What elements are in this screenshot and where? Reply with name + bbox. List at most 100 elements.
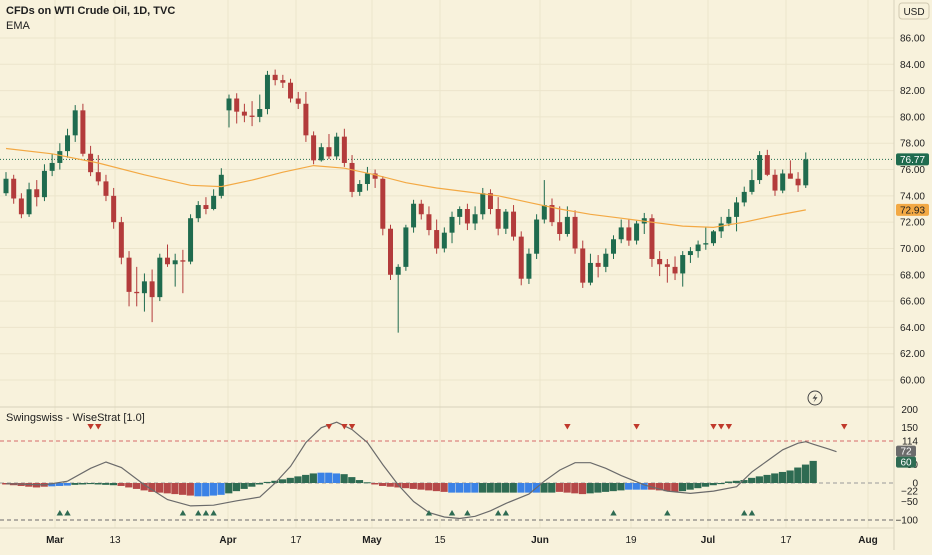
oscillator-tick-label: 0 (912, 479, 918, 490)
buy-signal-marker (748, 510, 756, 516)
last-price-badge (896, 153, 929, 166)
candle-body (395, 266, 401, 275)
histogram-bar (640, 483, 648, 490)
price-tick-label: 74.00 (900, 191, 925, 202)
candle-body (164, 257, 170, 265)
price-tick-label: 66.00 (900, 297, 925, 308)
histogram-bar (271, 480, 279, 483)
candle-body (141, 281, 147, 294)
candle-body (487, 193, 493, 209)
histogram-bar (55, 483, 64, 486)
histogram-bar (625, 483, 633, 490)
histogram-bar (179, 483, 187, 495)
histogram-bar (571, 483, 579, 494)
histogram-bar (801, 464, 810, 483)
time-tick-label: Aug (858, 535, 877, 546)
candle-body (441, 232, 447, 249)
histogram-bar (425, 483, 433, 491)
candle-body (664, 264, 670, 267)
candle-body (626, 227, 632, 241)
candle-body (188, 218, 194, 262)
candle-body (226, 98, 232, 111)
candle-body (534, 219, 540, 254)
candle-body (303, 103, 309, 136)
histogram-bar (225, 483, 233, 494)
histogram-bar (71, 483, 79, 485)
candle-body (211, 195, 217, 209)
oscillator-title[interactable]: Swingswiss - WiseStrat [1.0] (6, 412, 145, 424)
histogram-bar (525, 483, 533, 493)
histogram-bar (278, 479, 287, 483)
buy-signal-marker (494, 510, 502, 516)
candle-body (364, 173, 370, 185)
histogram-bar (540, 483, 548, 493)
candle-body (687, 251, 693, 256)
histogram-bar (471, 483, 479, 493)
candle-body (95, 172, 101, 182)
candle-body (672, 266, 678, 274)
candle-body (757, 155, 763, 181)
candle-body (26, 189, 32, 215)
histogram-bar (202, 483, 210, 497)
time-tick-label: May (362, 535, 382, 546)
candle-body (587, 262, 593, 283)
histogram-bar (409, 483, 417, 489)
histogram-bar (294, 476, 302, 483)
currency-label: USD (903, 7, 924, 18)
candle-body (80, 110, 86, 154)
time-tick-label: Jul (701, 535, 716, 546)
candle-body (680, 255, 686, 274)
candle-body (710, 231, 716, 244)
buy-signal-marker (56, 510, 64, 516)
lightning-icon[interactable] (807, 390, 823, 406)
ema-badge-text: 72.93 (900, 205, 925, 216)
candle-body (372, 173, 378, 179)
histogram-bar (217, 483, 225, 495)
ema-indicator-label[interactable]: EMA (6, 20, 31, 32)
candle-body (564, 216, 570, 234)
histogram-bar (402, 483, 410, 489)
time-axis[interactable]: Mar 13 Apr 17 May 15 Jun 19 Jul 17 Aug (46, 535, 878, 546)
candle-body (203, 205, 209, 209)
candle-body (34, 189, 40, 198)
ema-line (5, 147, 806, 229)
histogram-bar (717, 483, 725, 485)
histogram-bar (555, 483, 564, 492)
buy-signal-marker (502, 510, 510, 516)
sell-signal-marker (710, 424, 717, 430)
candle-body (549, 205, 555, 223)
histogram-bar (132, 483, 141, 489)
candle-body (57, 151, 63, 163)
symbol-title[interactable]: CFDs on WTI Crude Oil, 1D, TVC (6, 5, 175, 17)
candle-body (88, 153, 94, 173)
candle-body (618, 227, 624, 240)
candle-body (726, 216, 732, 224)
histogram-bar (678, 483, 687, 492)
price-axis[interactable]: 60.00 62.00 64.00 66.00 68.00 70.00 72.00 74.00… (900, 34, 925, 387)
price-tick-label: 64.00 (900, 323, 925, 334)
histogram-bar (163, 483, 171, 494)
candle-body (272, 74, 278, 81)
candle-body (464, 209, 470, 224)
candle-body (295, 98, 301, 104)
candle-body (157, 257, 163, 298)
candle-body (511, 211, 517, 237)
histogram-bar (140, 483, 148, 491)
currency-button[interactable] (898, 2, 930, 20)
histogram-bar (263, 481, 271, 483)
time-tick-label: Mar (46, 535, 64, 546)
histogram-bar (732, 480, 740, 483)
osc-line-badge (896, 445, 916, 457)
histogram-bar (748, 477, 756, 483)
histogram-bar (363, 482, 371, 484)
sell-signal-marker (325, 424, 333, 430)
last-price-badge-text: 76.77 (900, 155, 925, 166)
sell-signal-marker (87, 424, 94, 430)
sell-signal-marker (633, 424, 640, 430)
candle-body (326, 147, 332, 157)
candle-body (803, 159, 809, 186)
candle-body (241, 111, 247, 116)
price-grid (0, 0, 894, 528)
